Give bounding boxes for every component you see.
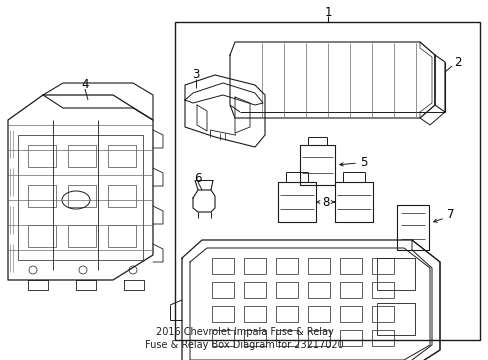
Bar (307, 330, 329, 346)
Bar (339, 306, 361, 322)
Bar (339, 282, 361, 298)
Bar (275, 306, 297, 322)
Bar (307, 282, 329, 298)
Bar (244, 282, 265, 298)
Text: 5: 5 (359, 157, 366, 170)
Bar (18, 135, 142, 260)
Bar (28, 145, 56, 167)
Bar (244, 258, 265, 274)
Text: 2016 Chevrolet Impala Fuse & Relay
Fuse & Relay Box Diagram for 23217020: 2016 Chevrolet Impala Fuse & Relay Fuse … (145, 327, 343, 350)
Bar (307, 306, 329, 322)
Bar (212, 306, 234, 322)
Bar (68, 145, 96, 167)
Bar (212, 282, 234, 298)
Text: 4: 4 (81, 78, 88, 91)
Bar (371, 330, 393, 346)
Bar (108, 145, 136, 167)
Bar (339, 258, 361, 274)
Bar (28, 185, 56, 207)
Bar (275, 258, 297, 274)
Bar (212, 330, 234, 346)
Bar (339, 330, 361, 346)
Bar (108, 185, 136, 207)
Bar (244, 330, 265, 346)
Bar (371, 282, 393, 298)
Bar (28, 225, 56, 247)
Text: 6: 6 (194, 171, 202, 184)
Bar (108, 225, 136, 247)
Bar (376, 258, 414, 290)
Bar (68, 225, 96, 247)
Bar (244, 306, 265, 322)
Text: 8: 8 (321, 195, 328, 208)
Bar (275, 330, 297, 346)
Bar (376, 303, 414, 335)
Text: 7: 7 (446, 208, 453, 221)
Bar (371, 258, 393, 274)
Bar (212, 258, 234, 274)
Bar (307, 258, 329, 274)
Bar (371, 306, 393, 322)
Text: 3: 3 (192, 68, 199, 81)
Bar (175, 22, 479, 340)
Bar (68, 185, 96, 207)
Bar (275, 282, 297, 298)
Text: 2: 2 (453, 57, 461, 69)
Text: 1: 1 (324, 5, 331, 18)
